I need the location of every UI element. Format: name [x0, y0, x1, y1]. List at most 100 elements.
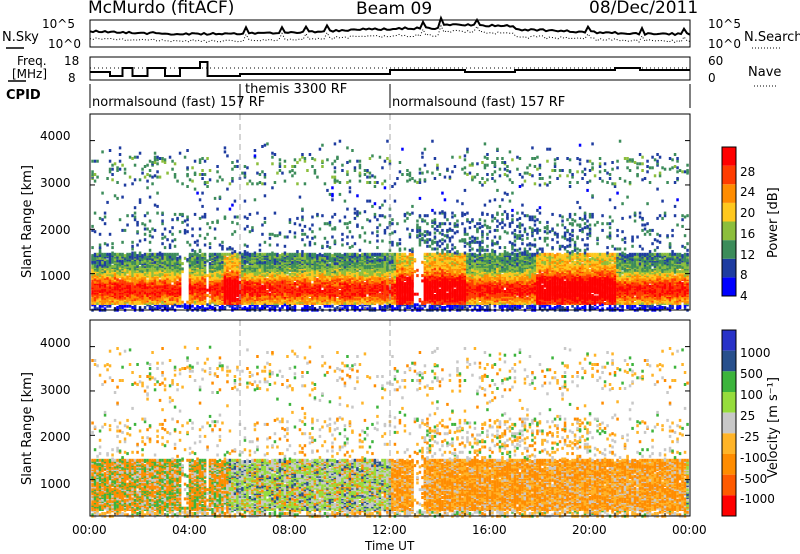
power-cell — [143, 227, 147, 231]
power-cell — [136, 155, 139, 159]
power-cell — [281, 283, 284, 287]
power-cell — [283, 303, 287, 307]
power-cell — [206, 288, 209, 292]
power-cell — [378, 252, 382, 256]
power-cell — [171, 239, 174, 243]
vel-cb-tick-500: 500 — [740, 367, 763, 381]
power-cell — [356, 194, 359, 198]
power-cell — [183, 256, 187, 260]
power-cell — [198, 306, 202, 309]
power-cell — [176, 179, 179, 183]
power-cell — [161, 267, 164, 271]
beam-title: Beam 09 — [356, 0, 433, 19]
power-cell — [288, 220, 292, 224]
power-cell — [118, 279, 122, 283]
power-cell — [278, 231, 282, 235]
power-cell — [256, 182, 259, 186]
power-cell — [111, 173, 114, 176]
power-cell — [251, 182, 254, 186]
power-cell — [143, 232, 147, 236]
power-cell — [366, 296, 369, 300]
power-cell — [216, 207, 219, 211]
power-cell — [311, 165, 314, 168]
power-cell — [301, 155, 304, 159]
power-cell — [258, 248, 262, 252]
power-cell — [193, 280, 197, 284]
power-cell — [173, 173, 177, 176]
power-cell — [163, 235, 167, 239]
power-cb-tick-4: 4 — [740, 289, 748, 303]
power-cell — [216, 165, 219, 168]
power-cell — [138, 294, 142, 297]
power-cell — [383, 304, 387, 308]
xtick-2: 08:00 — [272, 523, 307, 537]
power-cell — [391, 218, 394, 222]
power-cell — [118, 259, 122, 263]
power-cell — [258, 173, 262, 176]
power-cell — [288, 272, 292, 276]
power-cell — [391, 185, 394, 188]
power-cell — [333, 266, 337, 270]
power-cell — [183, 231, 187, 235]
power-cell — [273, 270, 277, 274]
power-cell — [168, 270, 172, 274]
power-cell — [376, 181, 379, 184]
power-cell — [108, 170, 112, 174]
power-cell — [123, 183, 127, 187]
power-cell — [173, 175, 177, 179]
power-cell — [246, 292, 249, 296]
power-cell — [386, 298, 389, 301]
power-cell — [281, 292, 284, 296]
power-cell — [371, 284, 374, 288]
power-cell — [256, 252, 259, 256]
power-cell — [146, 279, 149, 283]
power-cell — [218, 252, 222, 256]
power-cell — [116, 306, 119, 309]
power-cell — [381, 252, 384, 256]
power-cell — [311, 236, 314, 240]
power-cell — [378, 206, 382, 210]
power-cell — [91, 280, 94, 284]
power-cell — [351, 149, 354, 152]
power-cell — [303, 299, 307, 303]
power-cell — [133, 211, 137, 215]
power-cell — [393, 230, 397, 234]
power-cell — [243, 171, 247, 175]
power-cell — [233, 259, 237, 263]
power-cell — [303, 224, 307, 228]
power-cell — [96, 307, 99, 311]
power-cell — [336, 300, 339, 304]
power-cell — [321, 143, 324, 147]
power-cell — [363, 255, 367, 259]
power-cell — [136, 230, 139, 234]
power-cell — [168, 287, 172, 291]
power-cell — [308, 240, 312, 244]
power-cell — [248, 230, 252, 234]
power-cell — [123, 268, 127, 272]
power-cell — [261, 182, 264, 186]
power-cell — [376, 276, 379, 280]
power-cell — [321, 244, 324, 248]
power-cell — [383, 228, 387, 232]
power-cell — [221, 240, 224, 244]
power-cell — [226, 154, 229, 158]
power-cell — [178, 255, 182, 259]
power-cell — [383, 294, 387, 297]
power-cell — [228, 286, 232, 290]
power-cell — [213, 252, 217, 256]
power-cell — [336, 155, 339, 159]
power-cell — [101, 191, 104, 195]
power-cell — [243, 299, 247, 303]
power-cell — [91, 264, 94, 268]
power-cell — [201, 177, 204, 180]
power-cell — [273, 181, 277, 184]
power-cell — [381, 306, 384, 309]
power-cell — [146, 296, 149, 300]
power-cell — [338, 252, 342, 256]
power-cell — [98, 283, 102, 287]
power-cell — [198, 234, 202, 238]
power-cell — [286, 266, 289, 270]
power-cell — [383, 231, 387, 235]
power-cell — [391, 243, 394, 247]
power-cell — [343, 270, 347, 274]
